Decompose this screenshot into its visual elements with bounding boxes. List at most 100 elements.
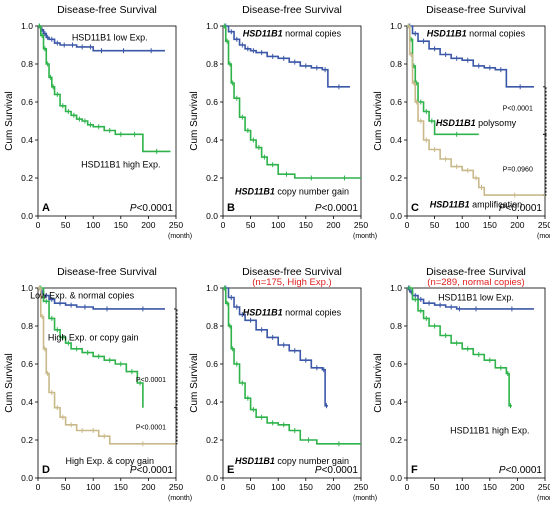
plot-frame [37,287,177,479]
plot-frame [406,287,546,479]
x-tick-label: 150 [114,482,128,492]
series-line-1 [38,25,171,153]
pairwise-p-value: P<0.0001 [136,377,166,384]
curve-label: HSD11B1 copy number gain [235,456,349,466]
x-tick-label: 100 [455,482,469,492]
x-tick-label: 200 [141,482,155,492]
y-tick-label: 0.6 [390,359,402,369]
panel-letter: B [227,202,235,214]
x-tick-label: 0 [221,482,226,492]
overall-p-value: P<0.0001 [315,203,359,214]
chart-title: Disease-free Survival [426,4,526,16]
y-axis-label: Cum Survival [4,91,15,150]
y-tick-label: 0.8 [390,321,402,331]
y-axis-label: Cum Survival [4,353,15,412]
y-tick-label: 0.2 [206,173,218,183]
curve-label: HSD11B1 high Exp. [81,160,160,170]
curve-label: High Exp. or copy gain [48,332,139,342]
x-tick-label: 150 [299,482,313,492]
overall-p-value: P<0.0001 [130,203,174,214]
y-tick-label: 0.8 [21,321,33,331]
overall-p-value: P<0.0001 [499,465,543,476]
y-tick-label: 0.4 [390,135,402,145]
y-axis-label: Cum Survival [189,353,200,412]
curve-label: HSD11B1 low Exp. [438,293,514,303]
x-tick-label: 150 [483,482,497,492]
x-tick-label: 100 [455,220,469,230]
x-tick-label: 250 [354,482,368,492]
y-tick-label: 0.2 [390,435,402,445]
y-tick-label: 0.6 [206,359,218,369]
y-tick-label: 0.2 [21,435,33,445]
y-tick-label: 0.2 [390,173,402,183]
x-axis-label: (month) [537,233,550,240]
x-axis-label: (month) [353,233,377,240]
y-tick-label: 1.0 [390,283,402,293]
x-tick-label: 50 [246,220,256,230]
x-tick-label: 150 [483,220,497,230]
panel-d: Disease-free Survival 0.0 0.2 0.4 0.6 0.8 1.0 0… [4,266,192,502]
chart-subtitle: (n=289, normal copies) [427,277,524,288]
panel-b: Disease-free Survival 0.0 0.2 0.4 0.6 0.8 1.0 0… [189,4,377,240]
pairwise-p-value: P<0.0001 [136,425,166,432]
y-tick-label: 0.4 [206,135,218,145]
curve-label: HSD11B1 copy number gain [235,186,349,196]
y-axis-label: Cum Survival [189,91,200,150]
x-tick-label: 200 [326,220,340,230]
x-tick-label: 0 [221,220,226,230]
x-tick-label: 250 [169,482,183,492]
panel-a: Disease-free Survival 0.0 0.2 0.4 0.6 0.8 1.0 0… [4,4,192,240]
x-tick-label: 50 [430,220,440,230]
x-tick-label: 200 [326,482,340,492]
y-tick-label: 0.8 [206,59,218,69]
y-tick-label: 0.4 [390,397,402,407]
overall-p-value: P<0.0001 [130,465,174,476]
x-tick-label: 50 [61,482,71,492]
plot-frame [222,25,362,217]
chart-subtitle: (n=175, High Exp.) [252,277,331,288]
y-tick-label: 0.2 [21,173,33,183]
x-tick-label: 150 [299,220,313,230]
x-tick-label: 200 [510,220,524,230]
y-tick-label: 0.6 [21,97,33,107]
x-tick-label: 100 [86,220,100,230]
overall-p-value: P<0.0001 [499,203,543,214]
x-tick-label: 50 [430,482,440,492]
y-tick-label: 1.0 [21,21,33,31]
curve-label: HSD11B1 polysomy [436,118,517,128]
curve-label: High Exp. & copy gain [65,456,154,466]
plot-frame [37,25,177,217]
y-tick-label: 0.0 [206,473,218,483]
y-tick-label: 0.6 [390,97,402,107]
x-axis-label: (month) [353,495,377,502]
y-tick-label: 0.2 [206,435,218,445]
y-tick-label: 0.6 [206,97,218,107]
series-line-2 [38,287,176,445]
panel-letter: A [42,202,50,214]
x-tick-label: 100 [271,482,285,492]
curve-label: HSD11B1 normal copies [427,29,526,39]
x-tick-label: 50 [246,482,256,492]
x-tick-label: 250 [169,220,183,230]
y-tick-label: 1.0 [206,21,218,31]
curve-label: HSD11B1 low Exp. [72,32,148,42]
x-axis-label: (month) [537,495,550,502]
curve-label: HSD11B1 high Exp. [450,426,529,436]
curve-label: HSD11B1 normal copies [243,29,342,39]
series-line-1 [38,287,144,408]
y-tick-label: 0.4 [21,135,33,145]
panel-e: Disease-free Survival(n=175, High Exp.) 0… [189,266,377,502]
y-axis-label: Cum Survival [373,353,384,412]
panel-f: Disease-free Survival(n=289, normal copi… [373,266,550,502]
y-tick-label: 0.0 [21,473,33,483]
x-tick-label: 0 [36,482,41,492]
y-tick-label: 0.0 [21,211,33,221]
pairwise-p-value: P<0.0001 [503,106,533,113]
chart-title: Disease-free Survival [242,4,342,16]
x-tick-label: 0 [36,220,41,230]
y-tick-label: 0.0 [390,473,402,483]
x-tick-label: 100 [86,482,100,492]
panel-letter: D [42,464,50,476]
panel-letter: F [411,464,418,476]
